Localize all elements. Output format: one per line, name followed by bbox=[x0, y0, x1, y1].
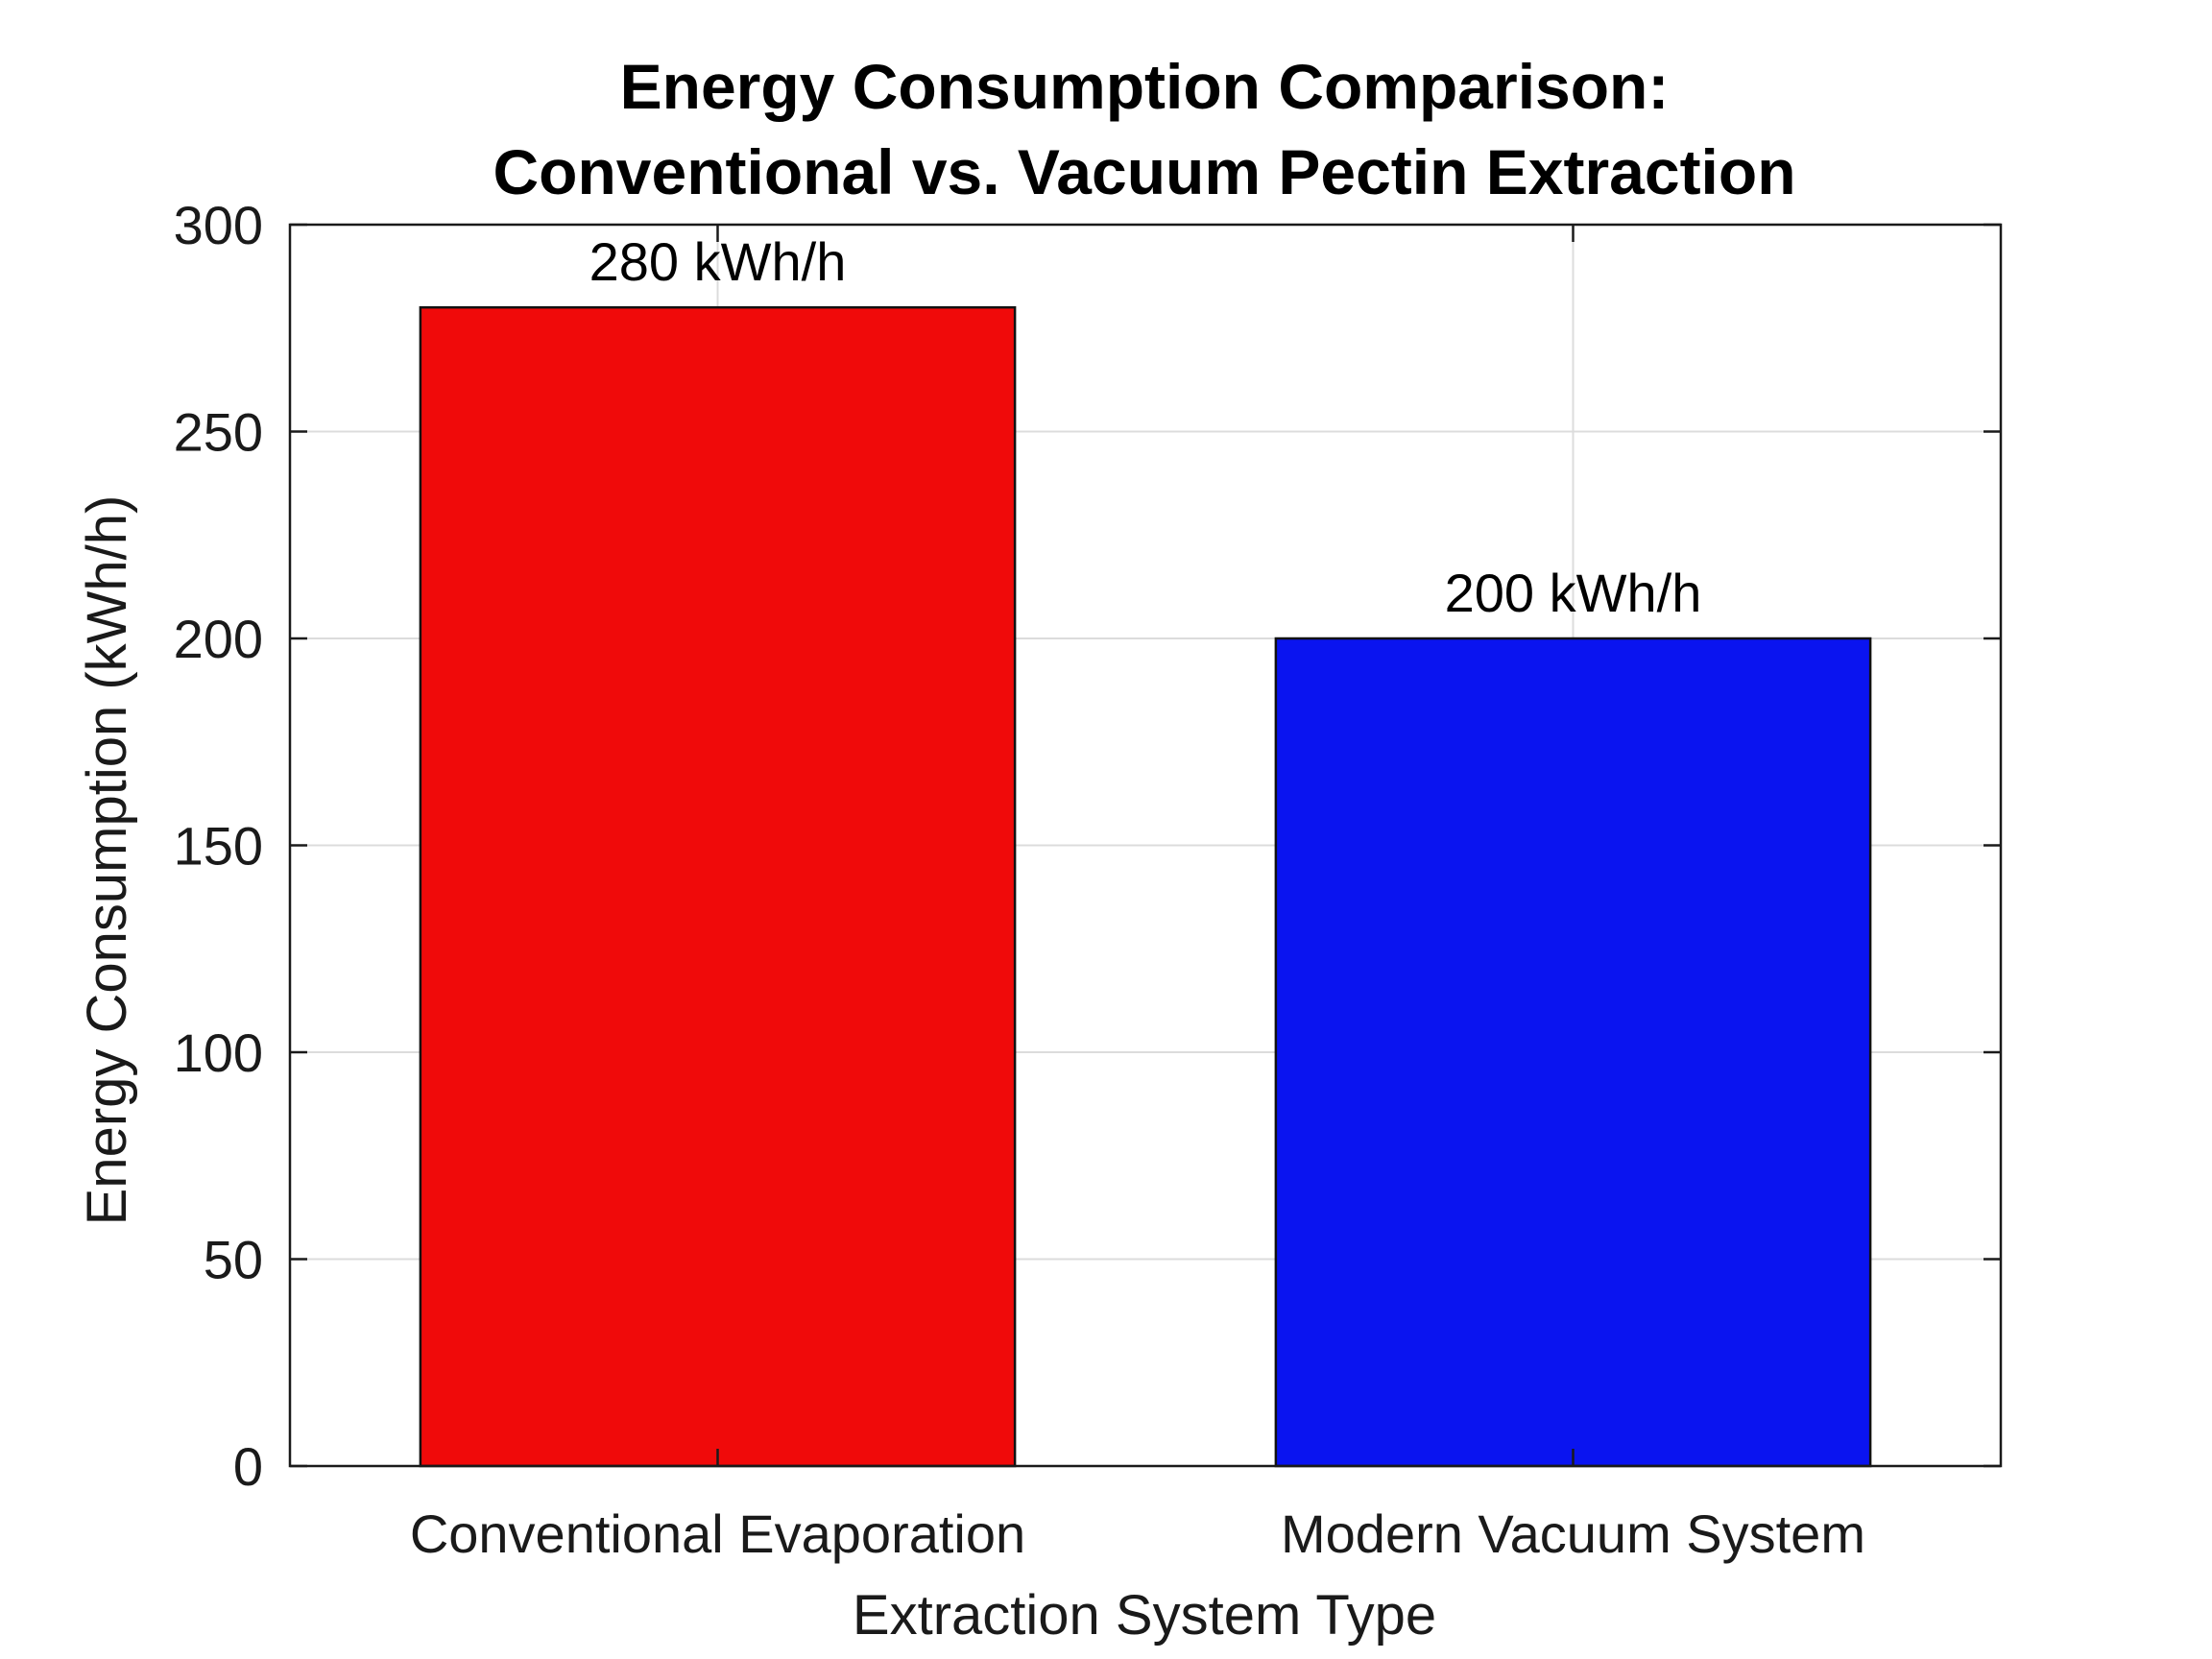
x-tick-labels: Conventional Evaporation Modern Vacuum Sy… bbox=[410, 1503, 1865, 1564]
y-tick-label-150: 150 bbox=[174, 816, 263, 877]
x-axis-label: Extraction System Type bbox=[853, 1584, 1436, 1647]
y-tick-label-100: 100 bbox=[174, 1022, 263, 1083]
bars bbox=[419, 305, 1872, 1468]
bar-2 bbox=[1274, 637, 1872, 1468]
y-axis-label: Energy Consumption (kWh/h) bbox=[76, 495, 138, 1226]
y-tick-label-50: 50 bbox=[204, 1230, 263, 1290]
y-tick-label-0: 0 bbox=[233, 1436, 263, 1497]
chart-title-line-1: Energy Consumption Comparison: bbox=[620, 51, 1670, 122]
bar-1 bbox=[419, 305, 1017, 1468]
data-label-2: 200 kWh/h bbox=[1445, 563, 1702, 623]
axis-ticks bbox=[290, 223, 2001, 1468]
y-tick-label-250: 250 bbox=[174, 402, 263, 463]
x-tick-label-1: Conventional Evaporation bbox=[410, 1503, 1025, 1564]
data-label-1: 280 kWh/h bbox=[589, 231, 847, 292]
y-tick-labels: 0 50 100 150 200 250 300 bbox=[174, 195, 263, 1497]
data-labels: 280 kWh/h 200 kWh/h bbox=[589, 231, 1702, 623]
chart-title-line-2: Conventional vs. Vacuum Pectin Extractio… bbox=[493, 136, 1795, 207]
y-tick-label-200: 200 bbox=[174, 609, 263, 669]
x-tick-label-2: Modern Vacuum System bbox=[1281, 1503, 1865, 1564]
y-tick-label-300: 300 bbox=[174, 195, 263, 255]
